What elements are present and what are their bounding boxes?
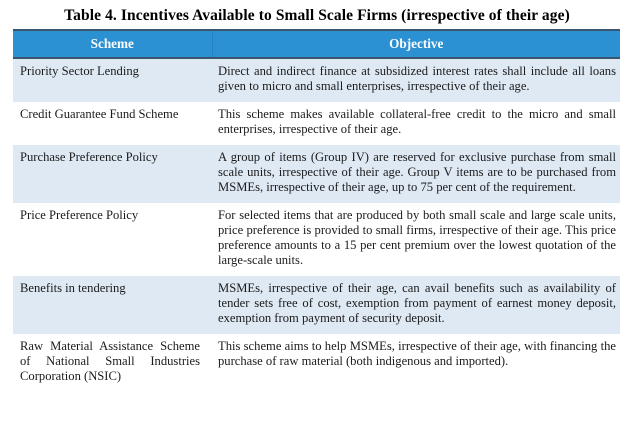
objective-cell: This scheme aims to help MSMEs, irrespec… xyxy=(218,339,616,368)
scheme-cell: Purchase Preference Policy xyxy=(20,150,158,164)
scheme-cell: Priority Sector Lending xyxy=(20,64,139,78)
table-row: Raw Material Assistance Scheme of Nation… xyxy=(13,334,620,392)
incentives-table: Scheme Objective Priority Sector Lending… xyxy=(13,29,620,392)
column-header-scheme: Scheme xyxy=(13,29,213,59)
header-row: Scheme Objective xyxy=(13,29,620,59)
table-row: Price Preference Policy For selected ite… xyxy=(13,203,620,276)
table-row: Purchase Preference Policy A group of it… xyxy=(13,145,620,203)
table-row: Benefits in tendering MSMEs, irrespectiv… xyxy=(13,276,620,334)
table-row: Priority Sector Lending Direct and indir… xyxy=(13,58,620,102)
objective-cell: Direct and indirect finance at subsidize… xyxy=(218,64,616,93)
scheme-cell: Credit Guarantee Fund Scheme xyxy=(20,107,179,121)
table-caption: Table 4. Incentives Available to Small S… xyxy=(64,7,570,24)
table-header: Scheme Objective xyxy=(13,29,620,59)
objective-cell: This scheme makes available collateral-f… xyxy=(218,107,616,136)
table-body: Priority Sector Lending Direct and indir… xyxy=(13,58,620,392)
column-header-objective: Objective xyxy=(212,29,620,59)
objective-cell: For selected items that are produced by … xyxy=(218,208,616,267)
objective-cell: A group of items (Group IV) are reserved… xyxy=(218,150,616,194)
scheme-cell: Raw Material Assistance Scheme of Nation… xyxy=(20,339,200,383)
objective-cell: MSMEs, irrespective of their age, can av… xyxy=(218,281,616,325)
scheme-cell: Benefits in tendering xyxy=(20,281,126,295)
table-row: Credit Guarantee Fund Scheme This scheme… xyxy=(13,102,620,145)
scheme-cell: Price Preference Policy xyxy=(20,208,139,222)
